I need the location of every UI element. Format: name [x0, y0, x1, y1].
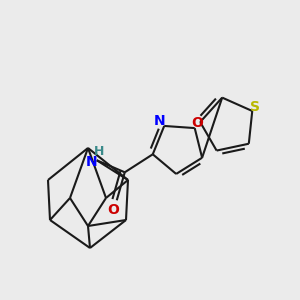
Text: O: O: [191, 116, 203, 130]
Text: O: O: [107, 203, 119, 217]
Text: N: N: [86, 155, 98, 169]
Text: S: S: [250, 100, 260, 114]
Text: N: N: [153, 114, 165, 128]
Text: H: H: [94, 145, 104, 158]
